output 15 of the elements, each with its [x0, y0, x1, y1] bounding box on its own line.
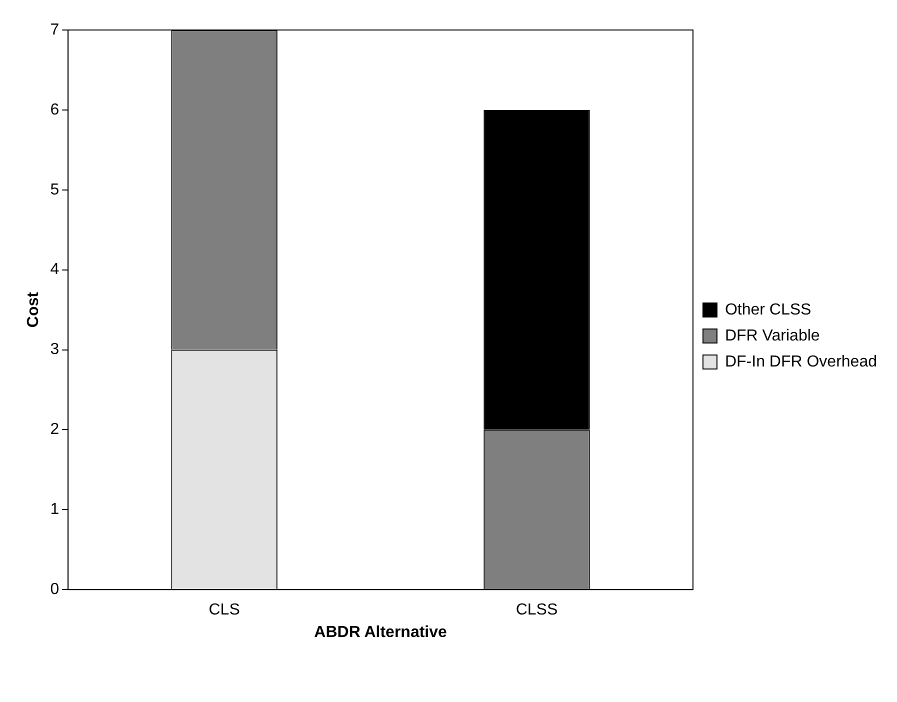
y-tick-label: 0 — [50, 581, 60, 598]
y-tick-label: 3 — [50, 341, 60, 358]
y-tick-label: 7 — [50, 21, 60, 38]
legend-label: DFR Variable — [724, 327, 820, 344]
x-tick-label: CLS — [208, 602, 240, 619]
legend-label: Other CLSS — [724, 301, 812, 318]
y-tick-label: 1 — [50, 501, 60, 518]
y-axis-title: Cost — [25, 291, 42, 328]
y-tick-label: 4 — [50, 261, 60, 278]
x-axis-title: ABDR Alternative — [314, 624, 448, 641]
legend-label: DF-In DFR Overhead — [724, 353, 878, 370]
x-tick-label: CLSS — [516, 602, 558, 619]
y-tick-label: 2 — [50, 421, 60, 438]
y-tick-label: 5 — [50, 181, 60, 198]
y-tick-label: 6 — [50, 101, 60, 118]
